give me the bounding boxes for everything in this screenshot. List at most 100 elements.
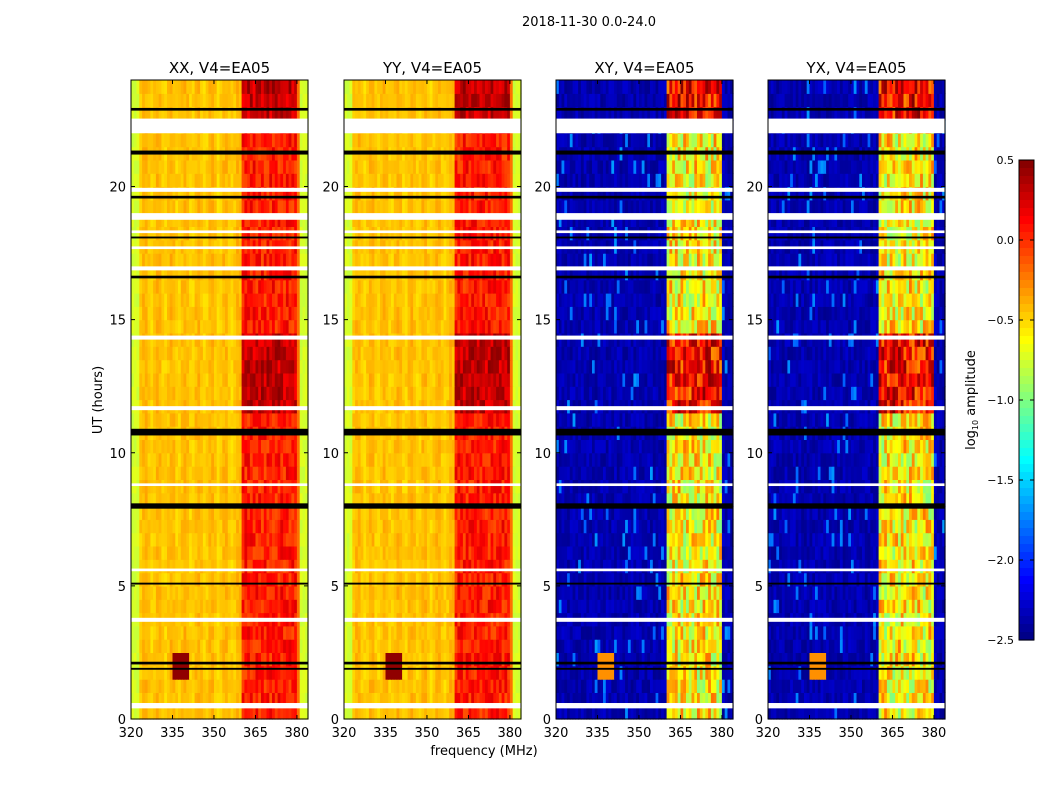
heatmap-cell — [208, 492, 212, 507]
heatmap-cell — [227, 173, 232, 188]
heatmap-cell — [291, 692, 295, 707]
heatmap-cell — [225, 226, 229, 241]
heatmap-cell — [244, 652, 248, 667]
heatmap-cell — [247, 319, 251, 334]
heatmap-cell — [355, 652, 359, 667]
heatmap-cell — [460, 372, 464, 387]
heatmap-cell — [485, 652, 489, 667]
heatmap-cell — [374, 692, 378, 707]
heatmap-cell — [421, 625, 425, 640]
heatmap-cell — [238, 306, 243, 321]
heatmap-cell — [518, 519, 522, 534]
heatmap-cell — [449, 386, 453, 401]
heatmap-cell — [180, 93, 185, 108]
heatmap-cell — [194, 253, 198, 267]
heatmap-cell — [144, 665, 149, 680]
heatmap-cell — [427, 572, 431, 587]
heatmap-cell — [493, 359, 497, 374]
heatmap-cell — [377, 359, 381, 374]
heatmap-cell — [238, 133, 243, 148]
heatmap-cell — [191, 332, 196, 347]
heatmap-cell — [391, 439, 395, 454]
heatmap-cell — [219, 625, 223, 640]
heatmap-cell — [382, 559, 387, 574]
heatmap-cell — [380, 506, 384, 520]
heatmap-cell — [280, 293, 284, 307]
heatmap-cell — [479, 599, 483, 614]
heatmap-cell — [136, 692, 140, 707]
heatmap-cell — [200, 80, 204, 94]
heatmap-cell — [238, 466, 243, 480]
heatmap-cell — [225, 506, 229, 520]
heatmap-cell — [205, 80, 210, 94]
heatmap-cell — [249, 266, 254, 281]
heatmap-cell — [374, 332, 378, 347]
heatmap-cell — [133, 692, 138, 707]
heatmap-cell — [274, 346, 279, 361]
heatmap-cell — [247, 545, 251, 560]
heatmap-cell — [178, 80, 182, 94]
heatmap-cell — [391, 652, 395, 667]
heatmap-cell — [178, 332, 182, 347]
heatmap-cell — [465, 705, 470, 720]
heatmap-cell — [236, 599, 240, 614]
heatmap-cell — [418, 652, 423, 667]
heatmap-cell — [155, 133, 160, 148]
heatmap-cell — [247, 266, 251, 281]
heatmap-cell — [219, 639, 223, 653]
heatmap-cell — [305, 159, 309, 174]
heatmap-cell — [164, 213, 168, 227]
heatmap-cell — [280, 412, 284, 427]
heatmap-cell — [153, 439, 157, 454]
heatmap-cell — [272, 199, 276, 214]
heatmap-cell — [186, 279, 190, 294]
heatmap-cell — [468, 705, 472, 720]
heatmap-cell — [191, 386, 196, 401]
heatmap-cell — [194, 492, 198, 507]
heatmap-cell — [468, 679, 472, 693]
heatmap-cell — [424, 679, 428, 693]
heatmap-cell — [509, 559, 514, 574]
heatmap-cell — [172, 452, 176, 467]
heatmap-cell — [283, 306, 287, 321]
heatmap-cell — [183, 665, 187, 680]
heatmap-cell — [211, 692, 215, 707]
heatmap-cell — [169, 199, 174, 214]
heatmap-cell — [158, 679, 163, 693]
heatmap-cell — [241, 93, 245, 108]
heatmap-cell — [380, 665, 384, 680]
heatmap-cell — [202, 679, 207, 693]
heatmap-cell — [368, 479, 373, 494]
heatmap-cell — [144, 639, 149, 653]
heatmap-cell — [233, 679, 237, 693]
heatmap-cell — [164, 293, 168, 307]
heatmap-cell — [399, 665, 403, 680]
heatmap-cell — [487, 466, 492, 480]
heatmap-cell — [479, 479, 483, 494]
heatmap-cell — [415, 519, 420, 534]
heatmap-cell — [410, 332, 414, 347]
heatmap-cell — [377, 452, 381, 467]
heatmap-cell — [269, 386, 273, 401]
heatmap-cell — [407, 532, 411, 547]
heatmap-cell — [305, 665, 309, 680]
heatmap-cell — [299, 625, 304, 640]
heatmap-cell — [410, 652, 414, 667]
heatmap-cell — [518, 372, 522, 387]
heatmap-cell — [509, 372, 514, 387]
heatmap-cell — [194, 106, 198, 121]
heatmap-cell — [418, 572, 423, 587]
heatmap-cell — [482, 479, 486, 494]
heatmap-cell — [202, 412, 207, 427]
heatmap-cell — [393, 625, 398, 640]
heatmap-cell — [144, 679, 149, 693]
heatmap-cell — [216, 572, 221, 587]
heatmap-cell — [493, 679, 497, 693]
heatmap-cell — [515, 346, 519, 361]
heatmap-cell — [167, 266, 171, 281]
heatmap-cell — [263, 372, 268, 387]
heatmap-cell — [202, 479, 207, 494]
heatmap-cell — [261, 173, 265, 188]
heatmap-cell — [252, 133, 257, 148]
heatmap-cell — [396, 359, 400, 374]
